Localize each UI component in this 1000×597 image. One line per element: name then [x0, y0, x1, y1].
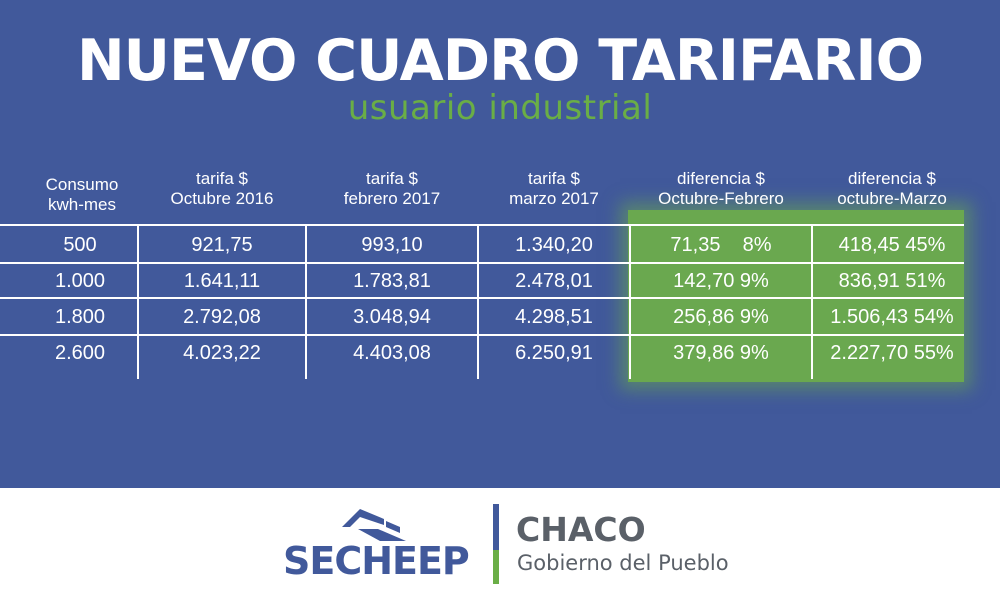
grid-line — [811, 224, 813, 379]
table-cell: 1.783,81 — [353, 270, 431, 292]
table-cell: 6.250,91 — [515, 342, 593, 364]
chaco-logo-bar-icon — [493, 504, 499, 584]
table-cell: 4.403,08 — [353, 342, 431, 364]
table-cell: 379,86 9% — [673, 342, 769, 364]
grid-line — [477, 224, 479, 379]
grid-line — [305, 224, 307, 379]
table-cell: 3.048,94 — [353, 306, 431, 328]
table-cell: 2.478,01 — [515, 270, 593, 292]
header-consumo: Consumo kwh-mes — [45, 175, 119, 214]
page-subtitle: usuario industrial — [347, 88, 653, 128]
table-cell: 1.506,43 54% — [830, 306, 954, 328]
page-title: NUEVO CUADRO TARIFARIO — [76, 28, 924, 94]
difference-columns-highlight — [628, 210, 964, 382]
secheep-logo: SECHEEP — [283, 539, 470, 583]
header-diferencia-oct-mar: diferencia $ octubre-Marzo — [837, 169, 947, 208]
grid-line — [0, 262, 964, 264]
table-cell: 2.227,70 55% — [830, 342, 954, 364]
table-cell: 1.641,11 — [183, 270, 261, 292]
header-tarifa-marzo: tarifa $ marzo 2017 — [509, 169, 599, 208]
table-cell: 921,75 — [191, 234, 253, 256]
table-cell: 836,91 51% — [838, 270, 946, 292]
header-tarifa-octubre: tarifa $ Octubre 2016 — [170, 169, 274, 208]
chaco-logo-title: CHACO — [516, 510, 646, 549]
grid-line — [629, 224, 631, 379]
table-cell: 256,86 9% — [673, 306, 769, 328]
table-cell: 500 — [63, 234, 97, 256]
header-tarifa-febrero: tarifa $ febrero 2017 — [343, 169, 441, 208]
table-cell: 2.792,08 — [183, 306, 261, 328]
table-cell: 993,10 — [361, 234, 423, 256]
footer — [0, 488, 1000, 597]
chaco-logo-subtitle: Gobierno del Pueblo — [517, 551, 729, 575]
grid-line — [0, 224, 964, 226]
header-diferencia-oct-feb: diferencia $ Octubre-Febrero — [658, 169, 784, 208]
table-cell: 1.340,20 — [515, 234, 593, 256]
grid-line — [0, 334, 964, 336]
table-cell: 1.000 — [54, 270, 106, 292]
table-cell: 1.800 — [54, 306, 106, 328]
secheep-house-icon — [342, 509, 406, 541]
grid-line — [137, 224, 139, 379]
table-cell: 418,45 45% — [838, 234, 946, 256]
table-cell: 4.298,51 — [515, 306, 593, 328]
table-cell: 2.600 — [54, 342, 106, 364]
table-cell: 71,35 8% — [670, 234, 772, 256]
table-cell: 142,70 9% — [673, 270, 769, 292]
table-cell: 4.023,22 — [183, 342, 261, 364]
grid-line — [0, 297, 964, 299]
